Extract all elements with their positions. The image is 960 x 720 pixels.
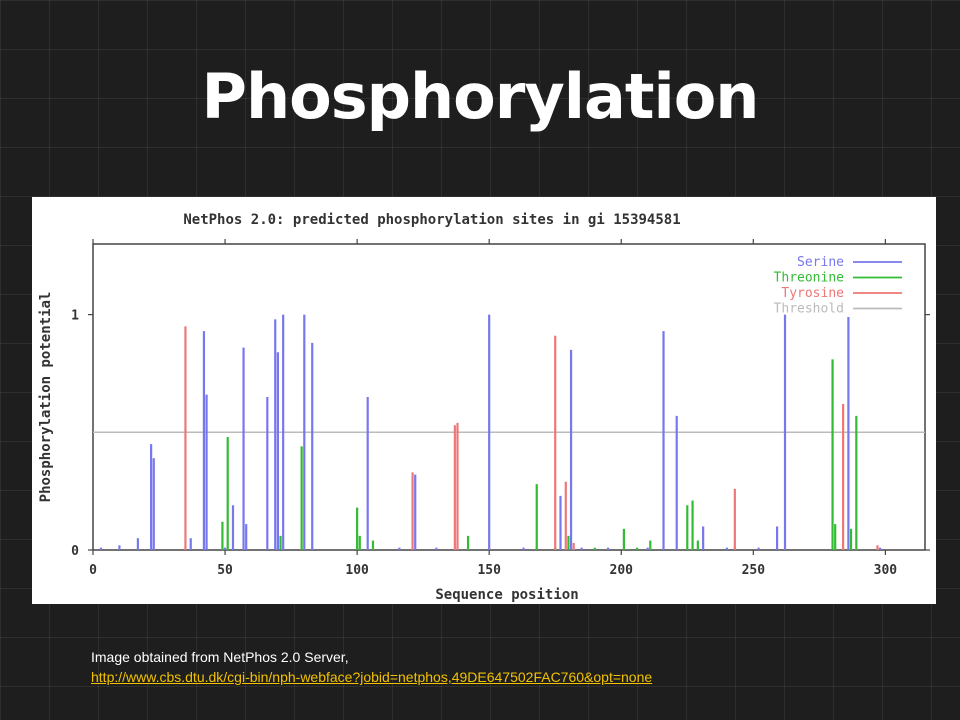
- plot-frame: [92, 243, 926, 551]
- x-tick-label: 50: [217, 563, 233, 578]
- x-tick-label: 300: [874, 563, 898, 578]
- legend-label-threonine: Threonine: [774, 271, 845, 286]
- y-tick-label: 1: [71, 309, 79, 324]
- legend-label-threshold: Threshold: [774, 302, 844, 317]
- slide-title: Phosphorylation: [201, 60, 760, 133]
- y-axis-label: Phosphorylation potential: [38, 292, 54, 503]
- y-tick-label: 0: [71, 544, 79, 559]
- phosphorylation-chart: NetPhos 2.0: predicted phosphorylation s…: [38, 212, 930, 603]
- x-tick-label: 150: [477, 563, 501, 578]
- x-axis-label: Sequence position: [435, 587, 578, 603]
- source-link[interactable]: http://www.cbs.dtu.dk/cgi-bin/nph-webfac…: [91, 669, 653, 685]
- chart-title: NetPhos 2.0: predicted phosphorylation s…: [183, 212, 680, 228]
- x-tick-label: 100: [345, 563, 369, 578]
- x-tick-label: 0: [89, 563, 97, 578]
- x-tick-label: 200: [610, 563, 634, 578]
- caption-text: Image obtained from NetPhos 2.0 Server,: [91, 649, 349, 665]
- image-caption: Image obtained from NetPhos 2.0 Server, …: [91, 647, 652, 687]
- x-tick-label: 250: [742, 563, 766, 578]
- legend-label-tyrosine: Tyrosine: [781, 286, 844, 301]
- chart-image: NetPhos 2.0: predicted phosphorylation s…: [32, 197, 936, 604]
- legend-label-serine: Serine: [797, 255, 844, 270]
